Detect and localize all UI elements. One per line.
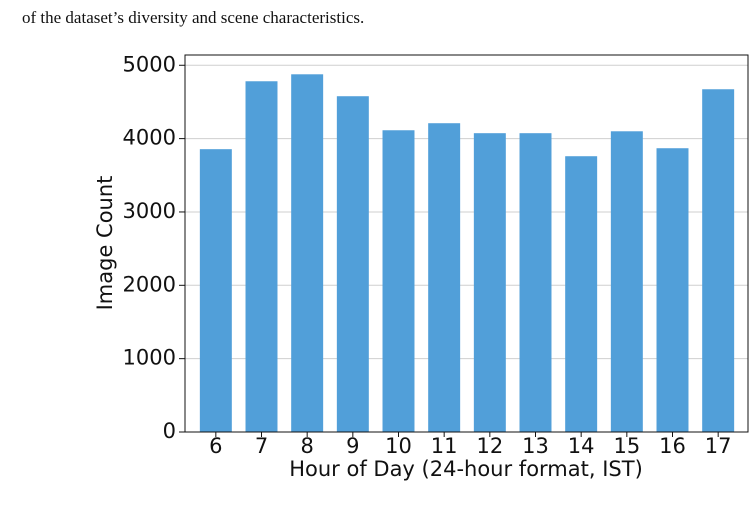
bar xyxy=(199,149,232,433)
plot-frame xyxy=(184,54,749,433)
y-tick-label: 3000 xyxy=(123,199,176,223)
x-tick-label: 11 xyxy=(431,434,458,458)
bar xyxy=(702,89,735,433)
bar xyxy=(245,81,278,432)
bar xyxy=(291,74,324,433)
x-tick-label: 17 xyxy=(705,434,732,458)
x-tick-label: 10 xyxy=(385,434,412,458)
x-tick-label: 14 xyxy=(568,434,595,458)
y-tick-label: 5000 xyxy=(123,52,176,76)
x-axis-label: Hour of Day (24-hour format, IST) xyxy=(289,457,643,481)
bar xyxy=(336,96,369,433)
bar xyxy=(473,133,506,432)
bar xyxy=(428,123,461,432)
x-tick-label: 8 xyxy=(300,434,313,458)
y-tick-label: 1000 xyxy=(123,346,176,370)
y-axis-label: Image Count xyxy=(93,176,117,311)
x-tick-label: 6 xyxy=(209,434,222,458)
bar xyxy=(382,130,415,433)
y-tick-label: 2000 xyxy=(123,272,176,296)
x-tick-label: 7 xyxy=(255,434,268,458)
paragraph-text: of the dataset’s diversity and scene cha… xyxy=(22,8,365,27)
x-tick-label: 12 xyxy=(476,434,503,458)
bar xyxy=(610,131,643,432)
bar xyxy=(656,148,689,432)
x-tick-label: 13 xyxy=(522,434,549,458)
y-tick-label: 4000 xyxy=(123,126,176,150)
x-tick-label: 9 xyxy=(346,434,359,458)
x-tick-label: 16 xyxy=(659,434,686,458)
x-tick-label: 15 xyxy=(613,434,640,458)
bar xyxy=(519,133,552,432)
y-tick-label: 0 xyxy=(163,419,176,443)
bar xyxy=(565,156,598,432)
